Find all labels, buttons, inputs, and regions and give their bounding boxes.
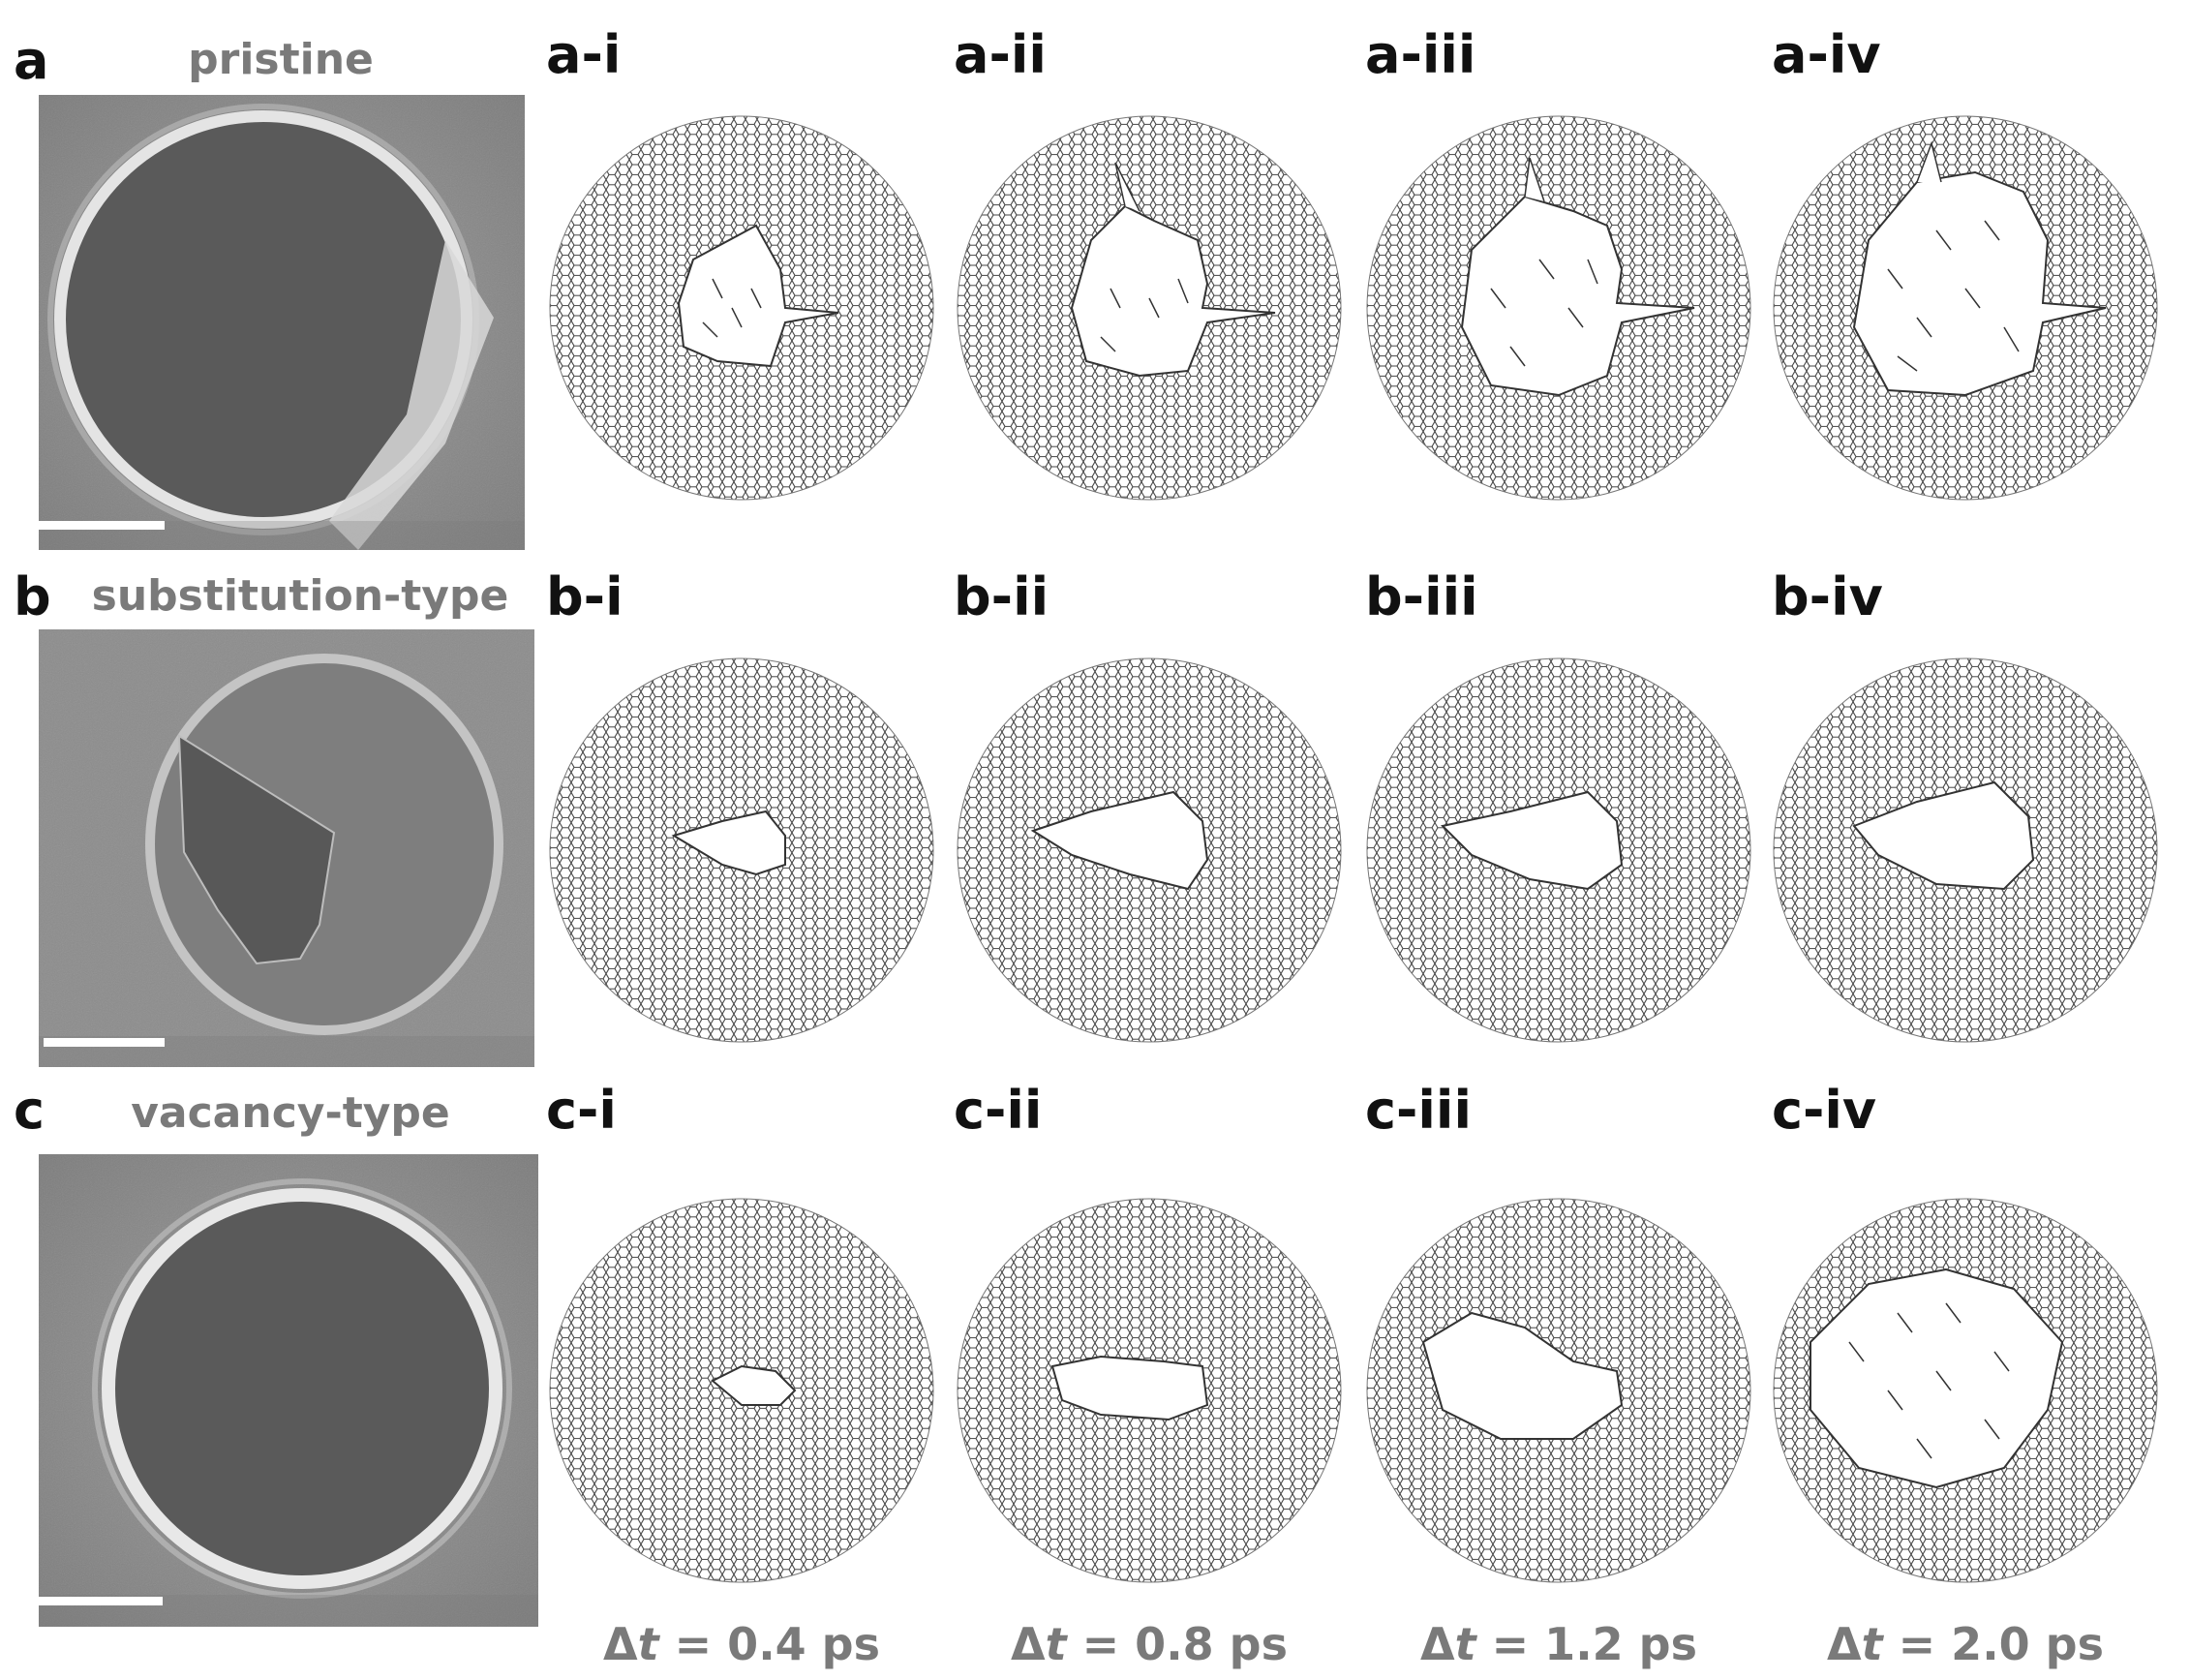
sem-image-substitution-type bbox=[39, 629, 534, 1067]
time-label-1: Δt = 0.4 ps bbox=[603, 1618, 880, 1670]
simulation-a-ii bbox=[957, 115, 1342, 501]
panel-label-c-iii: c-iii bbox=[1365, 1080, 1472, 1141]
panel-label-c-iv: c-iv bbox=[1772, 1080, 1877, 1141]
panel-label-a-iii: a-iii bbox=[1365, 24, 1476, 85]
simulation-c-i bbox=[549, 1198, 934, 1583]
sem-title-substitution-type: substitution-type bbox=[91, 571, 509, 621]
simulation-a-iii bbox=[1366, 115, 1751, 501]
time-label-2: Δt = 0.8 ps bbox=[1011, 1618, 1288, 1670]
sem-image-vacancy-type bbox=[39, 1154, 538, 1627]
panel-label-c-i: c-i bbox=[546, 1080, 617, 1141]
panel-label-b-iv: b-iv bbox=[1772, 566, 1883, 627]
panel-label-a-ii: a-ii bbox=[954, 24, 1047, 85]
row-letter-c: c bbox=[14, 1080, 46, 1141]
simulation-a-i bbox=[549, 115, 934, 501]
simulation-b-iii bbox=[1366, 657, 1751, 1043]
time-label-4: Δt = 2.0 ps bbox=[1827, 1618, 2104, 1670]
simulation-c-iii bbox=[1366, 1198, 1751, 1583]
time-label-3: Δt = 1.2 ps bbox=[1420, 1618, 1697, 1670]
scale-bar bbox=[39, 1597, 163, 1605]
panel-label-b-iii: b-iii bbox=[1365, 566, 1478, 627]
panel-label-a-i: a-i bbox=[546, 24, 622, 85]
panel-label-b-i: b-i bbox=[546, 566, 624, 627]
sem-title-vacancy-type: vacancy-type bbox=[131, 1088, 450, 1138]
row-letter-b: b bbox=[14, 566, 51, 627]
row-letter-a: a bbox=[14, 30, 49, 91]
sem-title-pristine: pristine bbox=[188, 35, 374, 84]
sem-image-pristine bbox=[39, 95, 525, 550]
simulation-b-ii bbox=[957, 657, 1342, 1043]
panel-label-a-iv: a-iv bbox=[1772, 24, 1881, 85]
simulation-b-iv bbox=[1773, 657, 2158, 1043]
panel-label-c-ii: c-ii bbox=[954, 1080, 1043, 1141]
simulation-a-iv bbox=[1773, 115, 2158, 501]
scale-bar bbox=[44, 1038, 165, 1047]
panel-label-b-ii: b-ii bbox=[954, 566, 1049, 627]
simulation-b-i bbox=[549, 657, 934, 1043]
simulation-c-iv bbox=[1773, 1198, 2158, 1583]
scale-bar bbox=[39, 521, 165, 530]
simulation-c-ii bbox=[957, 1198, 1342, 1583]
